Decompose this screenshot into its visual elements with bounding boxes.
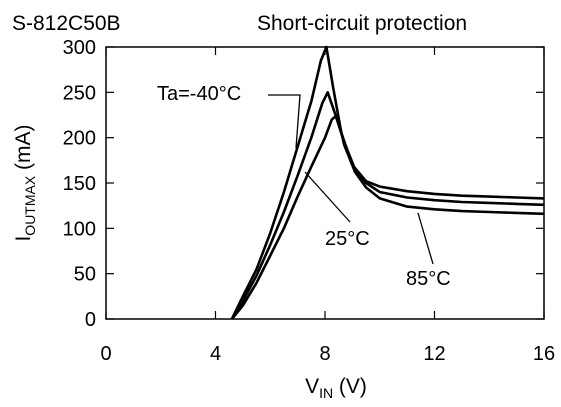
y-tick-label: 0 [85, 309, 96, 331]
series-line-0 [230, 45, 545, 320]
series-line-2 [230, 113, 545, 320]
x-axis-ticks: 0 4 8 12 16 [100, 47, 555, 365]
x-tick-label: 16 [533, 343, 555, 365]
y-tick-label: 100 [63, 218, 96, 240]
chart-subtitle: Short-circuit protection [257, 12, 467, 35]
annotation-backdrop [322, 227, 372, 250]
annotation-leader [417, 212, 434, 265]
x-tick-label: 4 [210, 343, 221, 365]
x-tick-label: 12 [423, 343, 445, 365]
x-axis-label-main: V [305, 375, 319, 398]
x-tick-label: 8 [319, 343, 330, 365]
y-axis-label-main: I [12, 236, 35, 242]
y-tick-label: 250 [63, 82, 96, 104]
x-tick-label: 0 [100, 343, 111, 365]
x-axis-label: VIN (V) [305, 375, 367, 401]
series-layer [230, 45, 545, 320]
chart-title: S-812C50B [12, 12, 121, 35]
annotation-layer: Ta=-40°C 25°C 85°C [154, 82, 453, 290]
y-tick-label: 50 [74, 264, 96, 286]
annotation-leader [268, 94, 301, 149]
y-axis-label-sub: OUTMAX [22, 175, 38, 236]
y-tick-label: 300 [63, 37, 96, 59]
y-axis-label-unit: (mA) [12, 124, 35, 175]
annotation-backdrop [154, 82, 248, 105]
annotation-backdrop [403, 267, 453, 290]
y-axis-label: IOUTMAX (mA) [12, 124, 38, 241]
y-tick-label: 200 [63, 128, 96, 150]
annotation-label: 25°C [325, 228, 370, 250]
annotation-label: Ta=-40°C [157, 83, 241, 105]
annotation-leader [304, 171, 351, 223]
x-axis-label-sub: IN [319, 385, 333, 401]
y-tick-label: 150 [63, 173, 96, 195]
y-axis-ticks: 0 50 100 150 200 250 300 [63, 37, 544, 331]
x-axis-label-unit: (V) [333, 375, 367, 398]
annotation-label: 85°C [406, 268, 451, 290]
